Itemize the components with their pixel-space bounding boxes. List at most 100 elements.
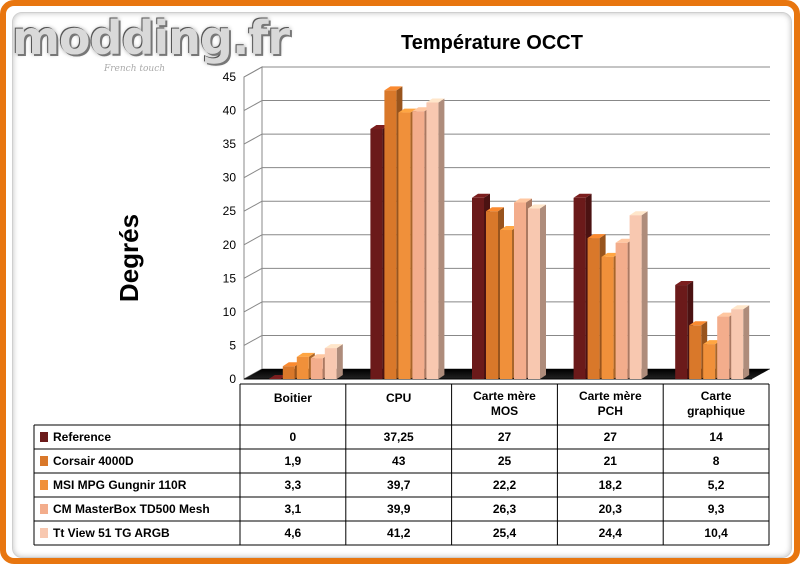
data-label: 39,9 bbox=[387, 502, 411, 516]
bar bbox=[573, 197, 586, 379]
bar-top bbox=[514, 198, 532, 203]
bar bbox=[384, 90, 397, 379]
gridline-side bbox=[243, 267, 263, 279]
gridline-side bbox=[243, 167, 263, 179]
y-tick-label: 25 bbox=[223, 204, 237, 218]
data-label: 22,2 bbox=[493, 478, 517, 492]
y-tick-label: 15 bbox=[223, 271, 237, 285]
bar-top bbox=[615, 238, 634, 243]
gridline-side bbox=[243, 234, 263, 246]
gridline-side bbox=[243, 301, 263, 313]
data-label: 18,2 bbox=[599, 478, 623, 492]
data-label: 0 bbox=[290, 430, 297, 444]
bar-top bbox=[500, 226, 518, 231]
data-label: 39,7 bbox=[387, 478, 411, 492]
bar-top bbox=[398, 108, 417, 113]
bar-top bbox=[472, 193, 490, 198]
bar bbox=[370, 129, 383, 379]
data-label: 14 bbox=[709, 430, 723, 444]
y-tick-label: 45 bbox=[223, 70, 237, 84]
legend-label: MSI MPG Gungnir 110R bbox=[53, 478, 187, 492]
bar bbox=[587, 238, 600, 379]
y-tick-label: 5 bbox=[229, 338, 236, 352]
data-label: 24,4 bbox=[599, 526, 623, 540]
data-label: 3,1 bbox=[285, 502, 302, 516]
bar-top bbox=[296, 352, 315, 357]
x-tick-label: Carte bbox=[701, 389, 732, 403]
bar-side bbox=[336, 344, 343, 379]
bar-top bbox=[717, 312, 736, 317]
data-label: 43 bbox=[392, 454, 406, 468]
bar bbox=[703, 344, 716, 379]
bar-top bbox=[268, 375, 287, 379]
gridline-side bbox=[243, 100, 263, 111]
bar-side bbox=[641, 211, 648, 379]
data-label: 37,25 bbox=[384, 430, 414, 444]
bar-top bbox=[426, 98, 445, 103]
data-label: 9,3 bbox=[708, 502, 725, 516]
bar bbox=[412, 111, 425, 379]
data-label: 27 bbox=[498, 430, 512, 444]
bar-top bbox=[486, 207, 504, 212]
bar bbox=[689, 325, 702, 379]
chart-panel bbox=[12, 12, 792, 558]
bar bbox=[282, 366, 295, 379]
bar bbox=[324, 348, 337, 379]
bar bbox=[500, 230, 512, 379]
bar-top bbox=[731, 305, 750, 310]
x-tick-label: CPU bbox=[386, 391, 411, 405]
bar-top bbox=[629, 211, 648, 216]
bar-top bbox=[528, 204, 546, 209]
bar-top bbox=[703, 340, 722, 345]
bar-top bbox=[689, 321, 708, 326]
legend-swatch bbox=[40, 456, 48, 466]
data-label: 26,3 bbox=[493, 502, 517, 516]
bar-side bbox=[438, 98, 445, 379]
gridline-side bbox=[243, 133, 263, 145]
legend-swatch bbox=[40, 528, 48, 538]
data-label: 27 bbox=[604, 430, 618, 444]
logo-tagline: French touch bbox=[104, 64, 166, 74]
data-label: 25 bbox=[498, 454, 512, 468]
x-tick-label: Carte mère bbox=[579, 389, 642, 403]
x-tick-label: PCH bbox=[598, 404, 623, 418]
bar bbox=[717, 316, 730, 379]
data-label: 4,6 bbox=[285, 526, 302, 540]
data-label: 8 bbox=[713, 454, 720, 468]
data-label: 5,2 bbox=[708, 478, 725, 492]
bar-top bbox=[412, 107, 431, 112]
gridline-side bbox=[243, 66, 263, 78]
bar bbox=[615, 242, 628, 379]
data-label: 41,2 bbox=[387, 526, 411, 540]
bar-top bbox=[384, 86, 403, 91]
bar bbox=[426, 102, 439, 379]
bar bbox=[398, 112, 411, 380]
bar-top bbox=[282, 362, 301, 367]
bar bbox=[472, 197, 484, 379]
bar bbox=[731, 309, 744, 379]
y-tick-label: 10 bbox=[223, 305, 237, 319]
bar-side bbox=[743, 305, 750, 379]
bar-top bbox=[587, 234, 606, 239]
bar bbox=[675, 285, 688, 379]
gridline-side bbox=[243, 335, 263, 346]
chart-title: Température OCCT bbox=[401, 32, 583, 54]
logo-wordmark: modding.fr bbox=[12, 11, 290, 65]
bar bbox=[601, 256, 614, 379]
bars-layer bbox=[268, 86, 750, 380]
data-label: 20,3 bbox=[599, 502, 623, 516]
legend-label: CM MasterBox TD500 Mesh bbox=[53, 502, 210, 516]
x-tick-label: graphique bbox=[687, 404, 745, 418]
bar bbox=[528, 208, 540, 379]
data-label: 1,9 bbox=[285, 454, 302, 468]
bar-top bbox=[324, 344, 343, 349]
data-label: 3,3 bbox=[285, 478, 302, 492]
gridline-side bbox=[243, 200, 263, 212]
bar-side bbox=[540, 204, 546, 379]
bar-top bbox=[310, 354, 329, 359]
y-tick-label: 0 bbox=[229, 372, 236, 386]
bar bbox=[310, 358, 323, 379]
bar bbox=[629, 215, 642, 379]
